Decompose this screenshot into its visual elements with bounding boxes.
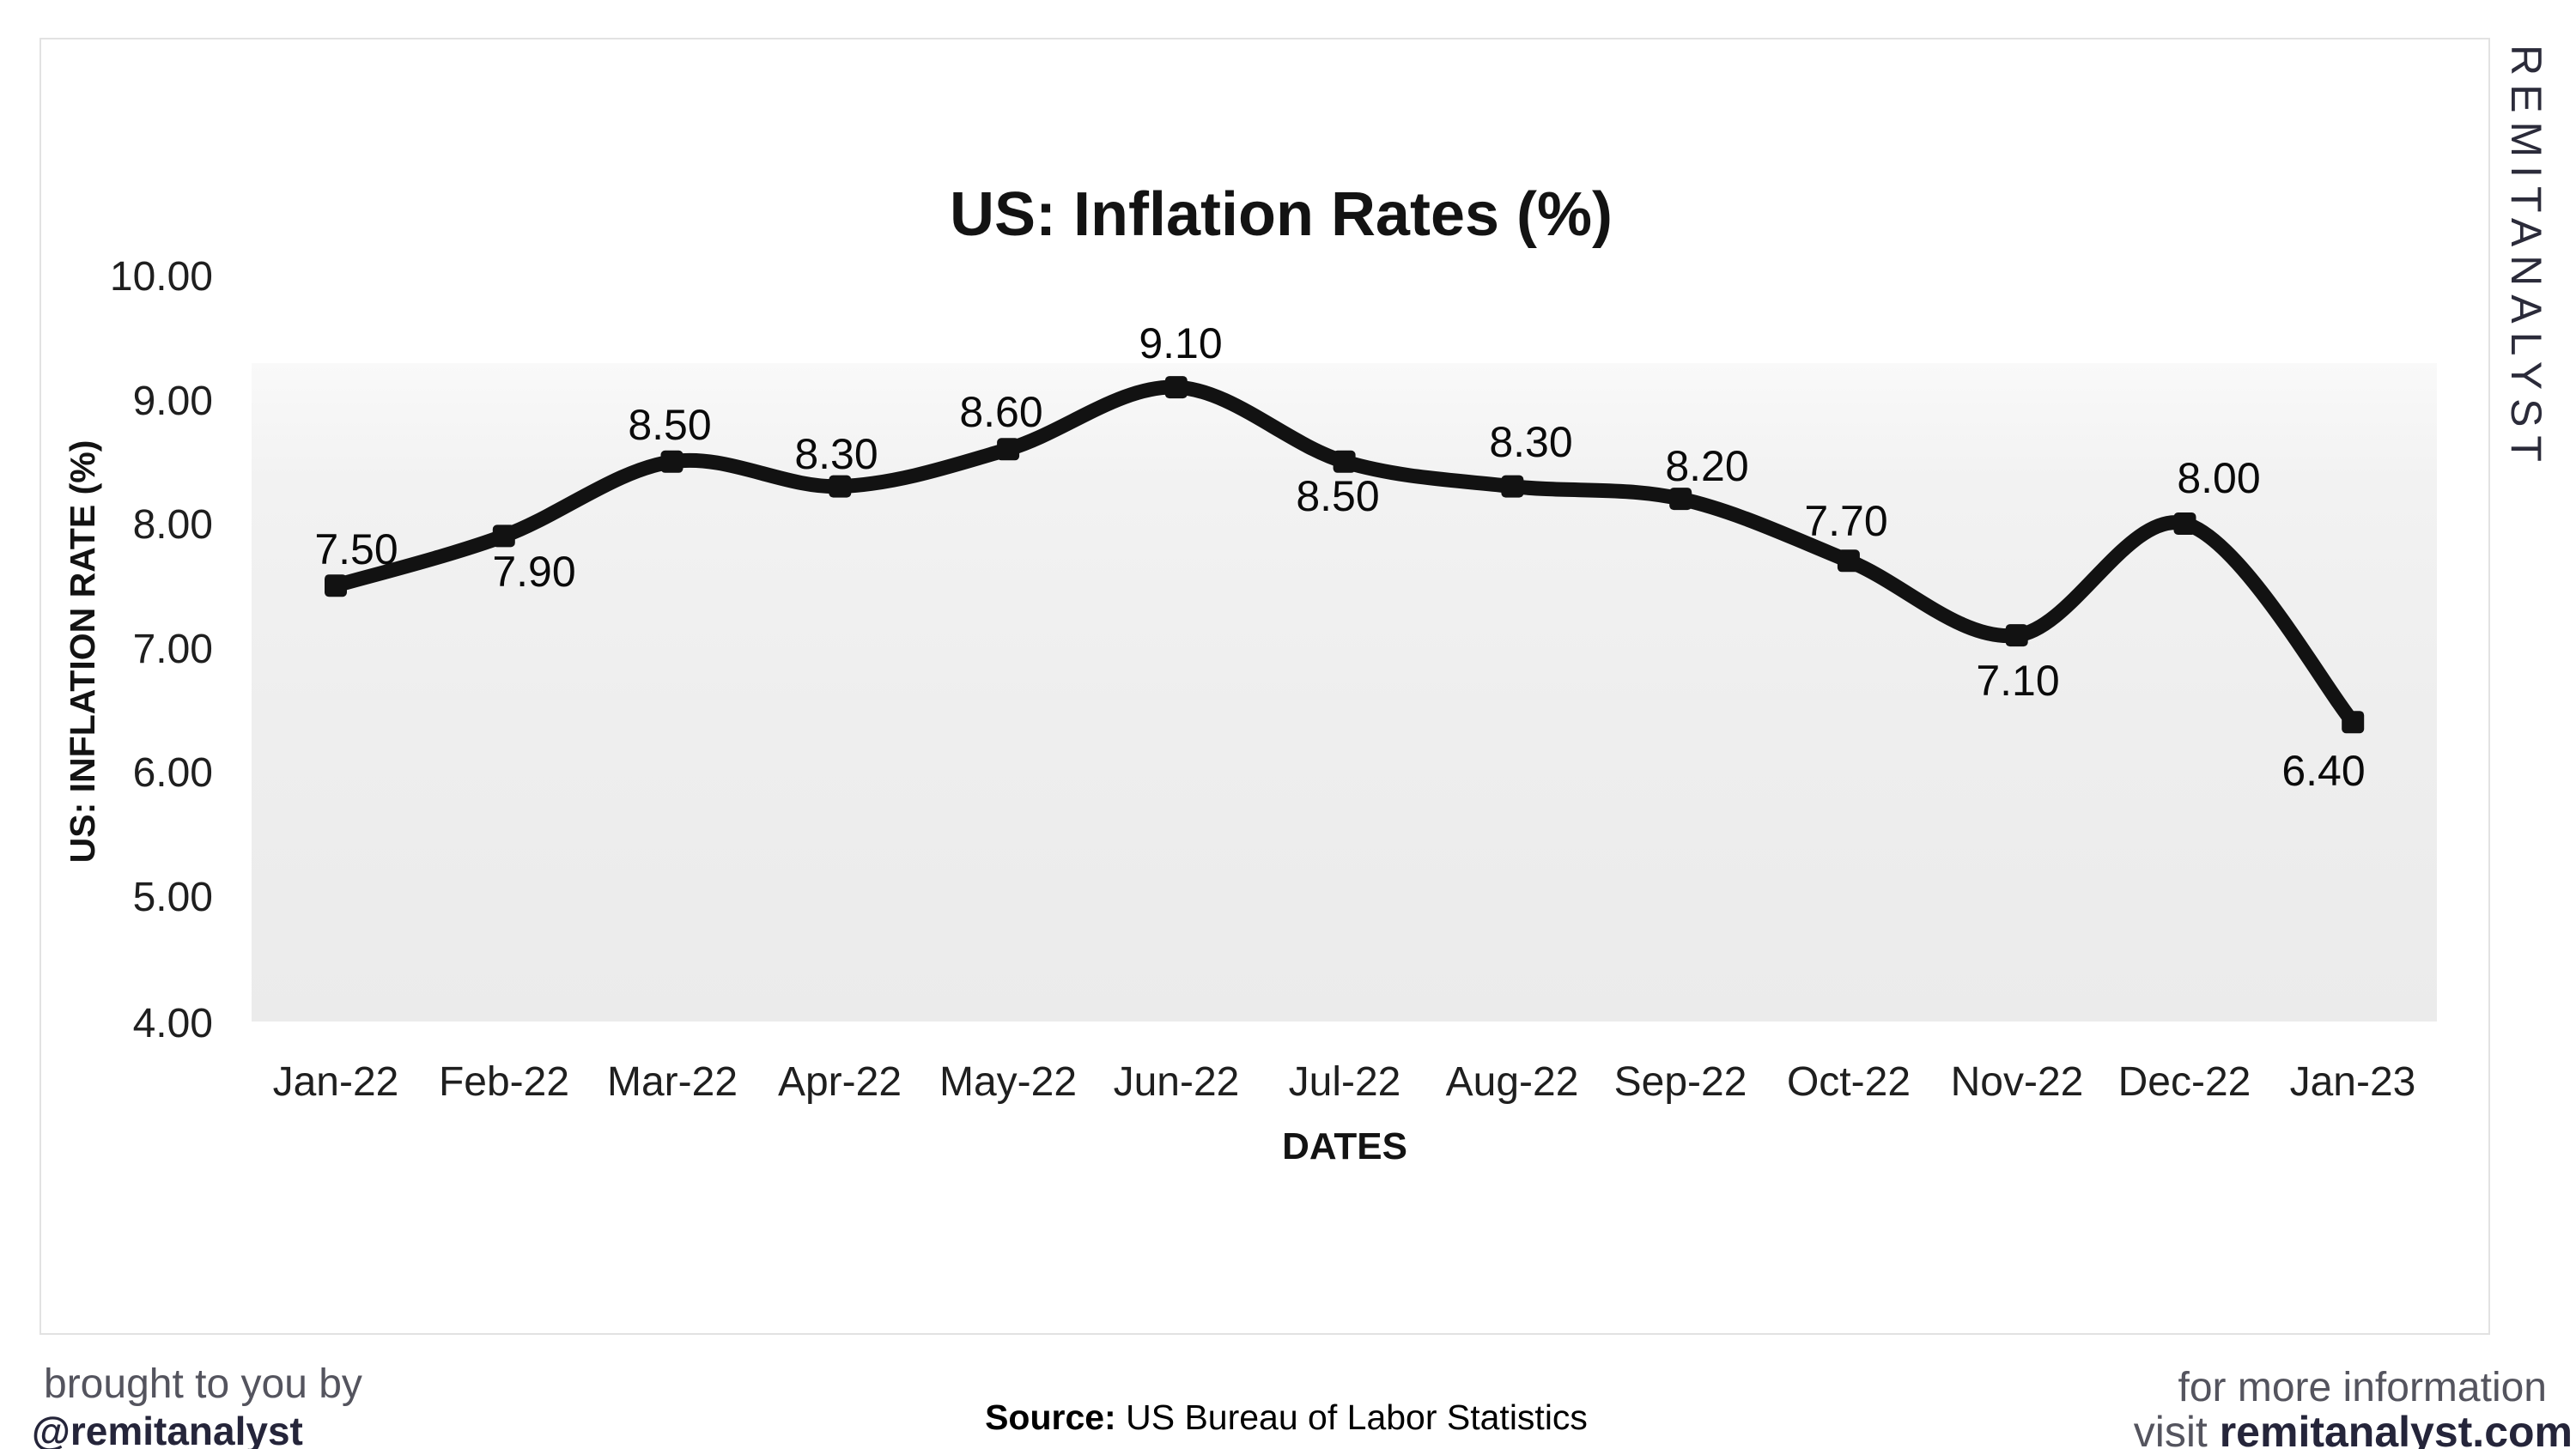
svg-text:Feb-22: Feb-22 (439, 1059, 569, 1105)
svg-text:5.00: 5.00 (133, 875, 213, 920)
svg-text:for more information: for more information (2178, 1365, 2548, 1410)
svg-text:Oct-22: Oct-22 (1787, 1059, 1911, 1105)
svg-text:US: INFLATION RATE (%): US: INFLATION RATE (%) (63, 440, 102, 864)
svg-text:Jan-23: Jan-23 (2290, 1059, 2416, 1105)
svg-text:DATES: DATES (1282, 1125, 1407, 1167)
svg-text:8.30: 8.30 (1489, 418, 1572, 466)
svg-text:7.10: 7.10 (1976, 657, 2059, 705)
svg-text:May-22: May-22 (939, 1059, 1077, 1105)
svg-text:8.00: 8.00 (133, 502, 213, 548)
svg-text:Jun-22: Jun-22 (1114, 1059, 1240, 1105)
svg-text:US: Inflation Rates (%): US: Inflation Rates (%) (950, 180, 1613, 249)
svg-text:7.90: 7.90 (492, 548, 575, 596)
svg-text:10.00: 10.00 (110, 254, 213, 300)
svg-text:8.50: 8.50 (1296, 472, 1379, 520)
svg-text:9.10: 9.10 (1139, 319, 1222, 367)
svg-text:7.70: 7.70 (1804, 497, 1887, 545)
svg-text:REMITANALYST: REMITANALYST (2502, 45, 2550, 470)
svg-text:brought to you by: brought to you by (44, 1361, 362, 1407)
svg-text:Aug-22: Aug-22 (1446, 1059, 1579, 1105)
svg-text:6.40: 6.40 (2281, 747, 2365, 795)
svg-text:Apr-22: Apr-22 (778, 1059, 902, 1105)
svg-text:visit remitanalyst.com: visit remitanalyst.com (2134, 1408, 2573, 1449)
svg-text:Jul-22: Jul-22 (1289, 1059, 1401, 1105)
svg-text:8.00: 8.00 (2177, 454, 2260, 502)
svg-text:7.50: 7.50 (314, 525, 398, 573)
svg-text:8.60: 8.60 (959, 388, 1042, 436)
svg-text:Mar-22: Mar-22 (607, 1059, 738, 1105)
svg-text:8.30: 8.30 (794, 430, 878, 478)
svg-text:4.00: 4.00 (133, 1001, 213, 1046)
svg-text:Dec-22: Dec-22 (2118, 1059, 2251, 1105)
svg-text:Jan-22: Jan-22 (273, 1059, 399, 1105)
svg-text:Source: US Bureau of Labor Sta: Source: US Bureau of Labor Statistics (985, 1397, 1588, 1437)
svg-text:7.00: 7.00 (133, 627, 213, 672)
svg-text:9.00: 9.00 (133, 379, 213, 424)
svg-text:@remitanalyst: @remitanalyst (32, 1409, 303, 1449)
svg-text:8.50: 8.50 (628, 401, 711, 449)
svg-text:Nov-22: Nov-22 (1951, 1059, 2084, 1105)
svg-text:6.00: 6.00 (133, 750, 213, 796)
svg-text:Sep-22: Sep-22 (1614, 1059, 1747, 1105)
svg-text:8.20: 8.20 (1665, 442, 1748, 490)
